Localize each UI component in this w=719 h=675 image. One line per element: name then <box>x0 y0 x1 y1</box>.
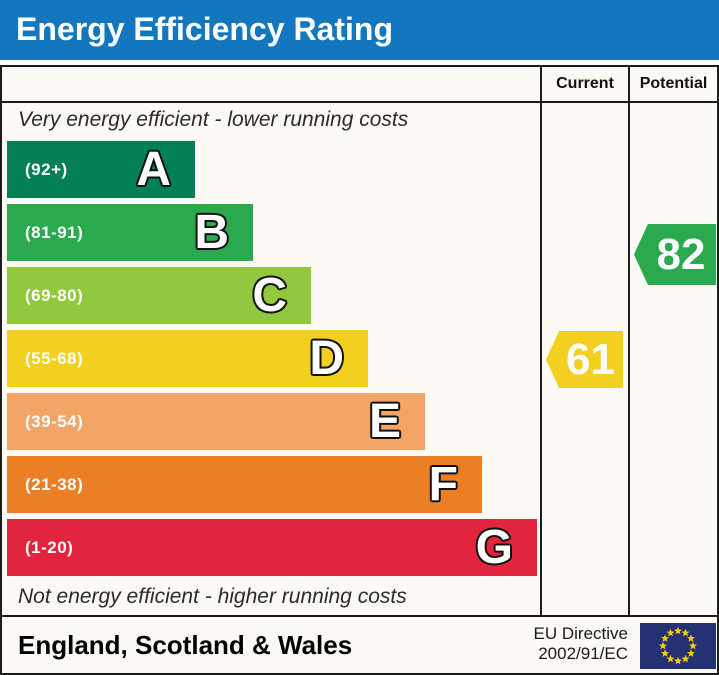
eu-directive-line2: 2002/91/EC <box>538 644 628 663</box>
page-title: Energy Efficiency Rating <box>16 11 393 47</box>
region-label: England, Scotland & Wales <box>18 629 353 660</box>
band-A: (92+) A <box>7 141 195 198</box>
eu-directive-line1: EU Directive <box>533 624 628 643</box>
band-range-label: (92+) <box>25 159 68 179</box>
band-range-label: (55-68) <box>25 348 84 368</box>
band-letter: A <box>136 142 171 196</box>
band-D: (55-68) D <box>7 330 368 387</box>
potential-column-border <box>628 65 630 617</box>
band-range-label: (39-54) <box>25 411 84 431</box>
current-column-border <box>540 65 542 617</box>
band-letter: C <box>252 268 287 322</box>
column-header-potential: Potential <box>639 74 708 92</box>
top-note: Very energy efficient - lower running co… <box>18 108 409 131</box>
band-E: (39-54) E <box>7 393 425 450</box>
current-rating-pointer: 61 <box>546 331 623 388</box>
band-letter: G <box>475 520 513 574</box>
band-F: (21-38) F <box>7 456 482 513</box>
current-rating-value: 61 <box>566 334 615 384</box>
band-range-label: (1-20) <box>25 537 74 557</box>
footer-separator-line <box>0 615 719 617</box>
title-bar: Energy Efficiency Rating <box>0 0 719 60</box>
eu-directive-label: EU Directive 2002/91/EC <box>460 624 628 664</box>
band-range-label: (21-38) <box>25 474 84 494</box>
band-range-label: (81-91) <box>25 222 84 242</box>
band-letter: F <box>428 457 458 511</box>
band-C: (69-80) C <box>7 267 311 324</box>
band-B: (81-91) B <box>7 204 253 261</box>
band-letter: D <box>309 331 344 385</box>
potential-rating-value: 82 <box>656 229 706 279</box>
header-separator-line <box>0 101 719 103</box>
eu-flag-icon <box>640 623 716 669</box>
band-letter: B <box>194 205 229 259</box>
column-header-current: Current <box>556 74 614 92</box>
band-letter: E <box>368 394 401 448</box>
bottom-note: Not energy efficient - higher running co… <box>18 585 407 608</box>
band-range-label: (69-80) <box>25 285 84 305</box>
band-G: (1-20) G <box>7 519 537 576</box>
potential-rating-pointer: 82 <box>634 224 716 285</box>
